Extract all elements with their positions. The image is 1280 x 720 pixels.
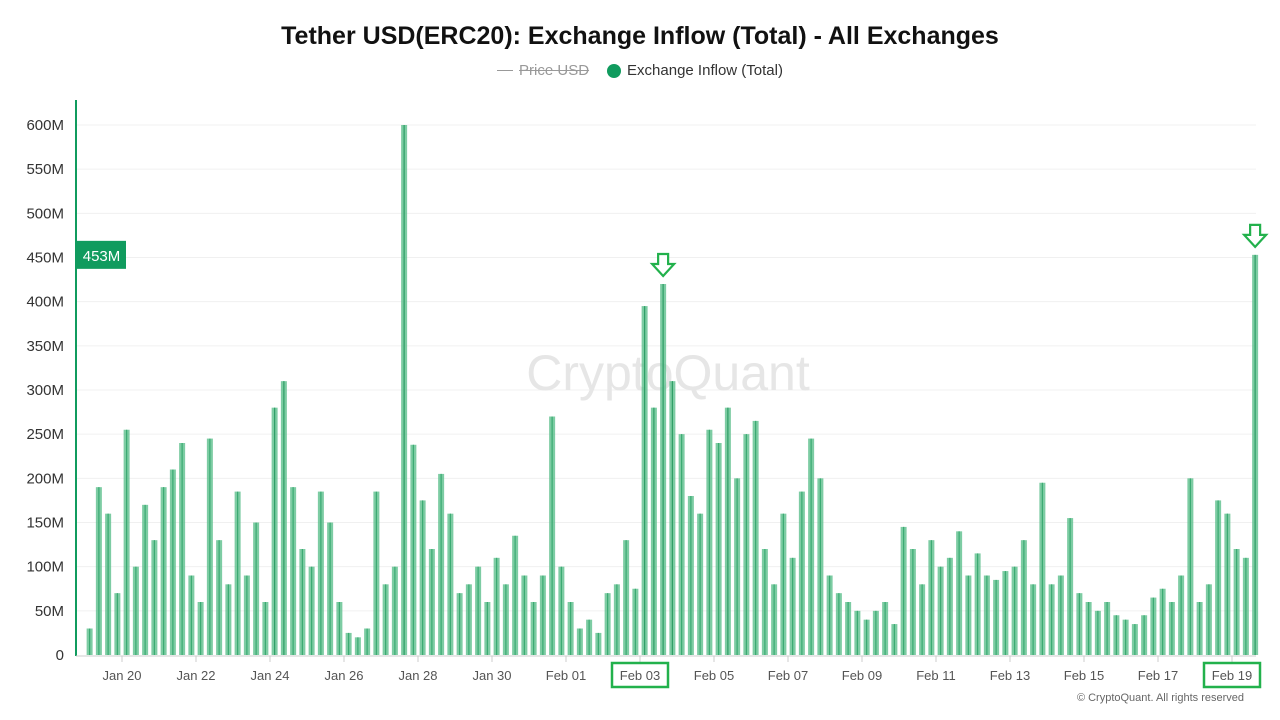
legend: Price USD Exchange Inflow (Total) [0, 62, 1280, 79]
x-tick-label: Jan 24 [250, 668, 289, 683]
x-tick-label: Feb 01 [546, 668, 586, 683]
line-icon [497, 70, 514, 71]
y-tick-label: 500M [26, 205, 64, 222]
x-tick-label: Jan 26 [324, 668, 363, 683]
dot-icon [607, 63, 622, 78]
chart-title: Tether USD(ERC20): Exchange Inflow (Tota… [281, 22, 999, 50]
current-value-label: 453M [83, 248, 121, 265]
x-tick-label: Feb 05 [694, 668, 734, 683]
x-tick-label: Feb 03 [620, 668, 660, 683]
current-value-badge [77, 240, 126, 269]
x-tick-label: Jan 30 [472, 668, 511, 683]
x-tick-label: Jan 20 [102, 668, 141, 683]
x-tick-label: Feb 15 [1064, 668, 1104, 683]
y-tick-label: 0 [56, 647, 64, 664]
x-tick-label: Feb 11 [916, 668, 956, 683]
legend-label: Price USD [519, 62, 590, 79]
x-tick-label: Feb 09 [842, 668, 882, 683]
x-tick-label: Jan 28 [398, 668, 437, 683]
highlight-box [610, 661, 670, 689]
legend-item-inflow[interactable]: Exchange Inflow (Total) [607, 62, 783, 79]
y-tick-label: 300M [26, 382, 64, 399]
y-tick-label: 450M [26, 250, 64, 267]
highlight-box [1202, 661, 1262, 689]
copyright: © CryptoQuant. All rights reserved [1076, 692, 1244, 704]
x-tick-label: Feb 13 [990, 668, 1030, 683]
arrow-down-icon [1241, 223, 1269, 249]
y-tick-label: 150M [26, 515, 64, 532]
x-tick-label: Feb 19 [1212, 668, 1252, 683]
y-tick-label: 50M [35, 603, 64, 620]
x-tick-label: Jan 22 [176, 668, 215, 683]
legend-item-price[interactable]: Price USD [497, 62, 589, 79]
arrow-down-icon [649, 252, 677, 278]
y-tick-label: 350M [26, 338, 64, 355]
y-tick-label: 600M [26, 117, 64, 134]
watermark: CryptoQuant [526, 345, 810, 401]
y-tick-label: 100M [26, 559, 64, 576]
x-tick-label: Feb 17 [1138, 668, 1178, 683]
x-tick-label: Feb 07 [768, 668, 808, 683]
y-tick-label: 250M [26, 426, 64, 443]
y-tick-label: 200M [26, 470, 64, 487]
legend-label: Exchange Inflow (Total) [627, 62, 783, 79]
y-tick-label: 400M [26, 294, 64, 311]
y-tick-label: 550M [26, 161, 64, 178]
